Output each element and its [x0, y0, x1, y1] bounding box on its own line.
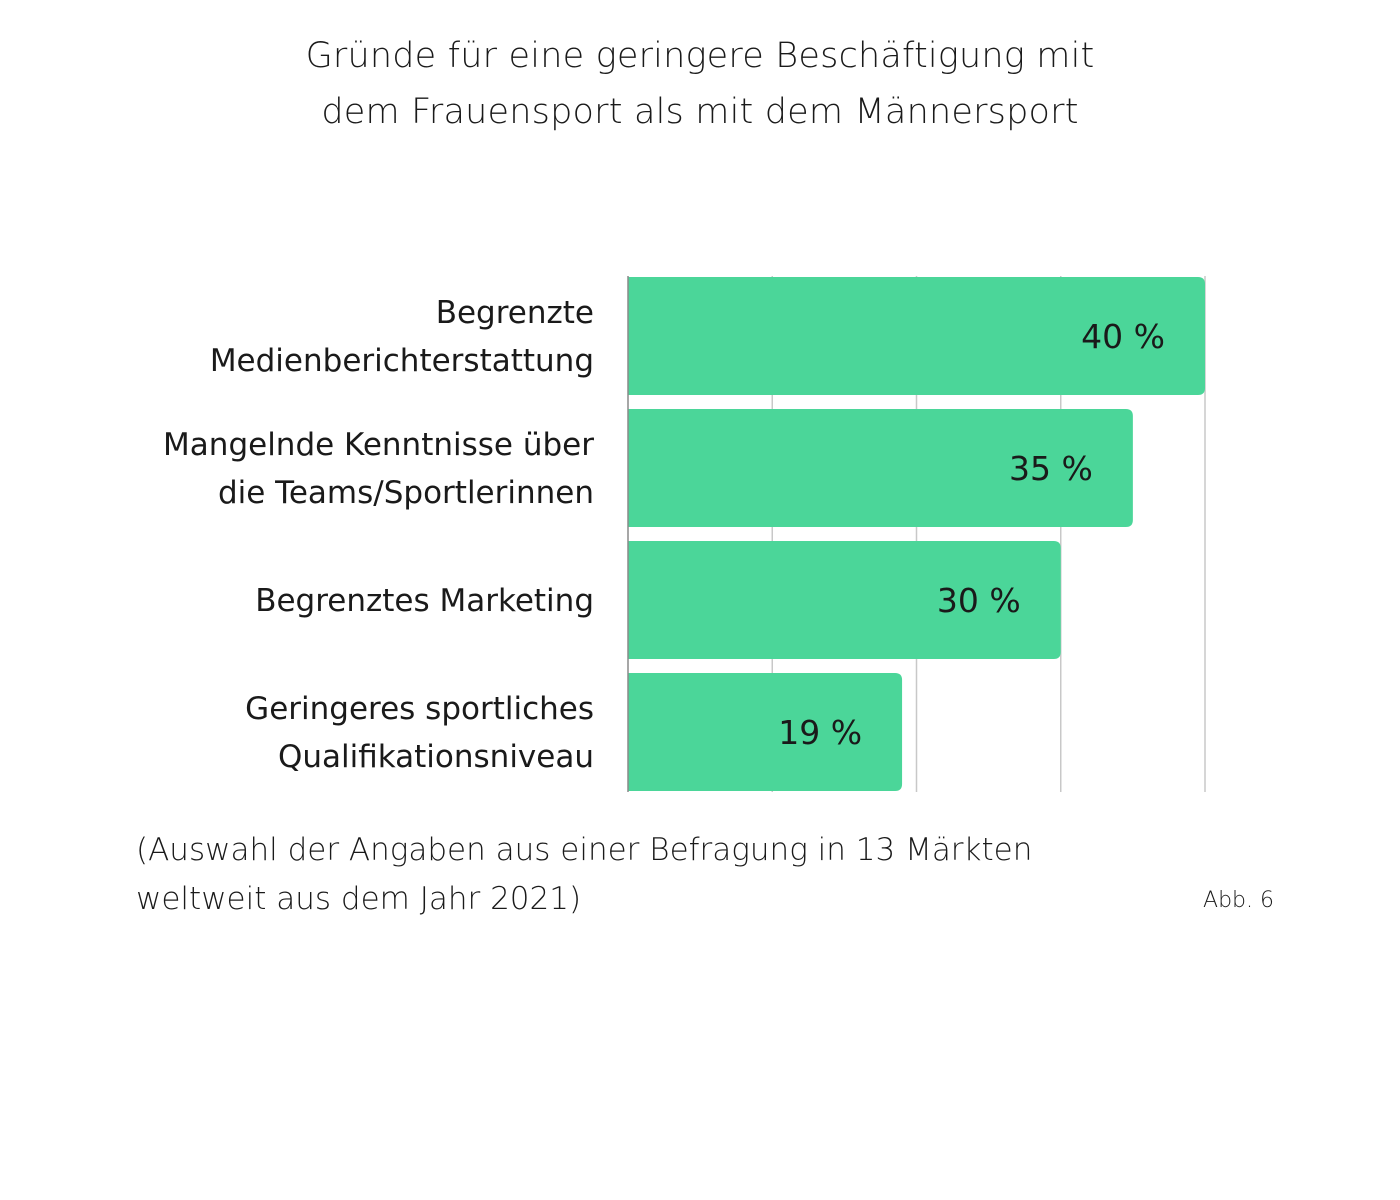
category-label-4-line-1: Geringeres sportliches — [245, 691, 594, 727]
category-label-1-line-2: Medienberichterstattung — [210, 343, 594, 379]
chart-title-line-1: Gründe für eine geringere Beschäftigung … — [305, 36, 1095, 76]
chart-title-line-2: dem Frauensport als mit dem Männersport — [321, 92, 1079, 132]
category-label-3-line-1: Begrenztes Marketing — [255, 583, 594, 619]
footnote-line-1: (Auswahl der Angaben aus einer Befragung… — [136, 832, 1033, 868]
footnote-line-2: weltweit aus dem Jahr 2021) — [136, 881, 582, 917]
bar-1 — [628, 277, 1205, 395]
bar-3 — [628, 541, 1061, 659]
figure-label: Abb. 6 — [1203, 888, 1274, 913]
category-label-2-line-1: Mangelnde Kenntnisse über — [163, 427, 594, 463]
value-label-2: 35 % — [1009, 449, 1093, 488]
category-label-4-line-2: Qualifikationsniveau — [278, 739, 594, 775]
category-label-2-line-2: die Teams/Sportlerinnen — [218, 475, 594, 511]
footnote: (Auswahl der Angaben aus einer Befragung… — [136, 826, 1032, 924]
bar-4 — [628, 673, 903, 791]
category-label-1-line-1: Begrenzte — [436, 295, 594, 331]
bar-2 — [628, 409, 1133, 527]
value-label-4: 19 % — [778, 713, 862, 752]
value-label-1: 40 % — [1081, 317, 1165, 356]
value-label-3: 30 % — [937, 581, 1021, 620]
chart-title: Gründe für eine geringere Beschäftigung … — [0, 28, 1400, 140]
